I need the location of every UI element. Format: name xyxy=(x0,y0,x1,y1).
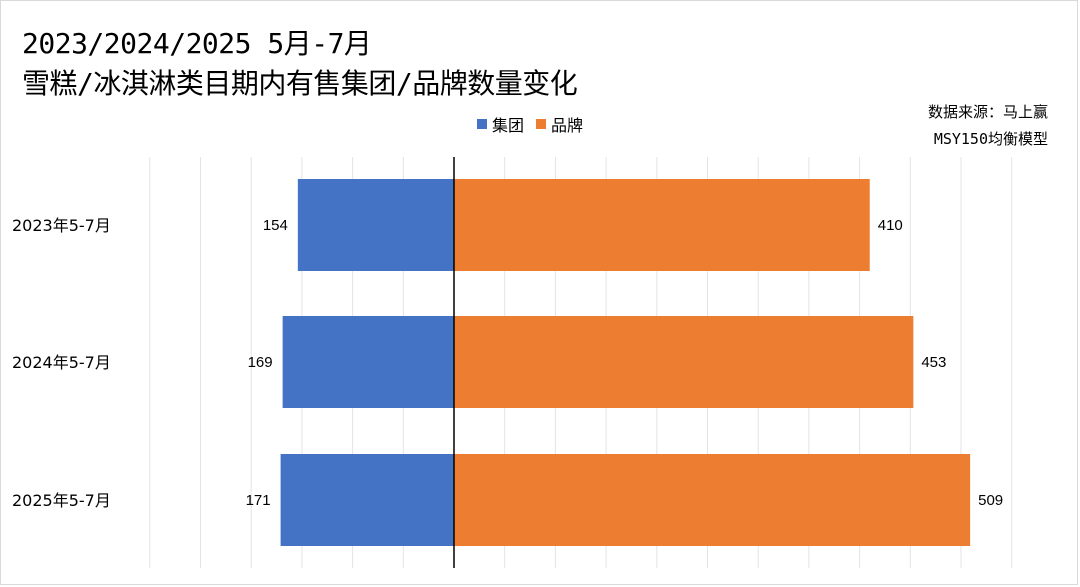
category-label-2: 2025年5-7月 xyxy=(12,491,111,510)
legend-item-group: 集团 xyxy=(477,112,524,136)
bar-brand-2 xyxy=(454,454,971,546)
bar-group-0 xyxy=(297,179,454,271)
data-label-group-1: 169 xyxy=(248,354,273,371)
data-label-brand-1: 453 xyxy=(921,354,946,371)
bar-group-1 xyxy=(282,316,454,408)
data-label-group-0: 154 xyxy=(263,217,288,234)
data-label-group-2: 171 xyxy=(246,492,271,509)
category-label-1: 2024年5-7月 xyxy=(12,353,111,372)
chart-title-line-1: 2023/2024/2025 5月-7月 xyxy=(22,27,372,60)
bar-brand-0 xyxy=(454,179,870,271)
data-label-brand-2: 509 xyxy=(978,492,1003,509)
chart-title-line-2: 雪糕/冰淇淋类目期内有售集团/品牌数量变化 xyxy=(22,67,578,100)
category-label-0: 2023年5-7月 xyxy=(12,216,111,235)
bar-group-2 xyxy=(280,454,454,546)
legend-swatch-brand xyxy=(536,119,547,129)
bar-brand-1 xyxy=(454,316,914,408)
data-source-label: 数据来源：马上赢 xyxy=(927,103,1048,121)
legend-item-brand: 品牌 xyxy=(536,112,583,136)
chart-legend: 集团 品牌 xyxy=(477,112,591,136)
data-label-brand-0: 410 xyxy=(878,217,903,234)
data-model-label: MSY150均衡模型 xyxy=(933,130,1048,148)
legend-label-brand: 品牌 xyxy=(551,116,584,135)
legend-label-group: 集团 xyxy=(492,116,525,135)
legend-swatch-group xyxy=(477,119,487,129)
